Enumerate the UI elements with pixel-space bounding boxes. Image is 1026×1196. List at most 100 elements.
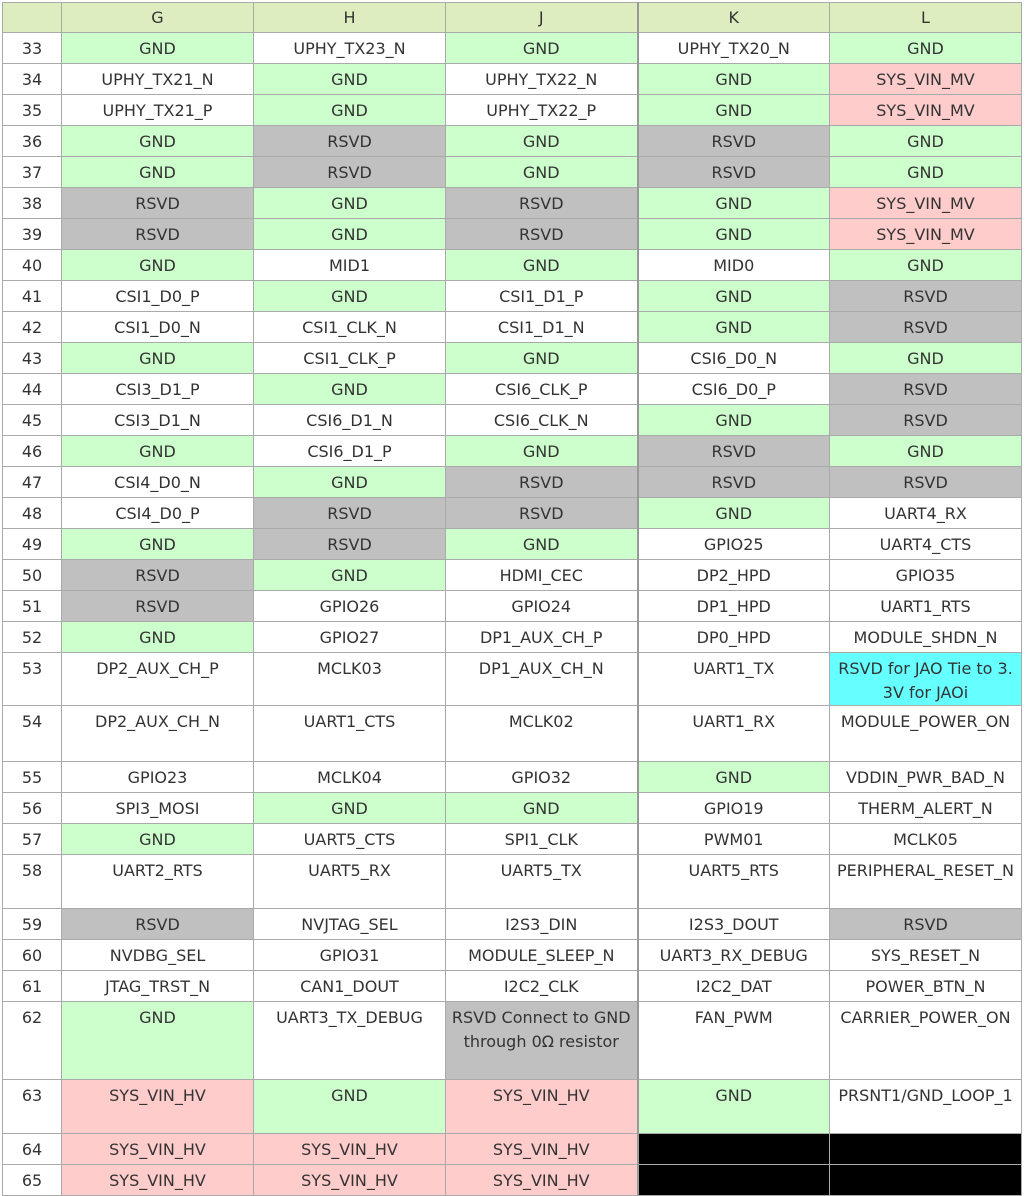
pin-cell: RSVD <box>829 373 1022 405</box>
pin-cell: RSVD <box>636 466 830 498</box>
pin-cell: JTAG_TRST_N <box>61 970 254 1002</box>
pin-cell: MCLK05 <box>829 823 1022 855</box>
row-number: 34 <box>2 63 62 95</box>
pin-cell: RSVD for JAO Tie to 3.3V for JAOi <box>829 652 1022 706</box>
pin-cell: UPHY_TX23_N <box>253 32 446 64</box>
pin-cell: GND <box>445 125 638 157</box>
pin-cell <box>636 1164 830 1196</box>
table-row: 53 DP2_AUX_CH_P MCLK03 DP1_AUX_CH_N UART1_TX… <box>2 652 1022 706</box>
pin-cell: CSI1_D1_N <box>445 311 638 343</box>
table-row: 65 SYS_VIN_HV SYS_VIN_HV SYS_VIN_HV <box>2 1164 1022 1196</box>
row-number: 56 <box>2 792 62 824</box>
pin-cell: GND <box>829 156 1022 188</box>
pin-cell: SYS_VIN_HV <box>445 1164 638 1196</box>
table-row: 43 GND CSI1_CLK_P GND CSI6_D0_N GND <box>2 342 1022 374</box>
table-row: 62 GND UART3_TX_DEBUG RSVD Connect to GND t… <box>2 1001 1022 1080</box>
pin-cell: GND <box>636 187 830 219</box>
pin-cell <box>636 1133 830 1165</box>
row-number: 36 <box>2 125 62 157</box>
pin-cell: GND <box>636 761 830 793</box>
pin-cell: RSVD <box>253 528 446 560</box>
table-row: 36 GND RSVD GND RSVD GND <box>2 125 1022 157</box>
pin-cell: RSVD <box>61 590 254 622</box>
pin-cell: GND <box>61 125 254 157</box>
row-number: 51 <box>2 590 62 622</box>
pin-cell: RSVD <box>829 466 1022 498</box>
pin-cell: GND <box>61 156 254 188</box>
pin-cell: CSI6_CLK_N <box>445 404 638 436</box>
table-row: 60 NVDBG_SEL GPIO31 MODULE_SLEEP_N UART3_RX_… <box>2 939 1022 971</box>
pin-cell: RSVD <box>445 497 638 529</box>
pin-cell: RSVD <box>61 908 254 940</box>
row-number: 64 <box>2 1133 62 1165</box>
row-number: 38 <box>2 187 62 219</box>
pin-cell: RSVD <box>253 156 446 188</box>
pin-cell: GND <box>445 156 638 188</box>
pin-cell: RSVD <box>636 156 830 188</box>
table-row: 40 GND MID1 GND MID0 GND <box>2 249 1022 281</box>
table-row: 47 CSI4_D0_N GND RSVD RSVD RSVD <box>2 466 1022 498</box>
pin-cell: GND <box>636 94 830 126</box>
pin-cell: POWER_BTN_N <box>829 970 1022 1002</box>
pin-cell: GND <box>253 792 446 824</box>
pin-cell: GND <box>829 435 1022 467</box>
pin-cell: GND <box>636 497 830 529</box>
pin-cell: GND <box>253 559 446 591</box>
pin-cell: GND <box>253 280 446 312</box>
pin-cell: RSVD <box>253 497 446 529</box>
row-number: 60 <box>2 939 62 971</box>
pin-cell: CSI6_D1_N <box>253 404 446 436</box>
pin-cell: GPIO24 <box>445 590 638 622</box>
table-row: 38 RSVD GND RSVD GND SYS_VIN_MV <box>2 187 1022 219</box>
table-row: 35 UPHY_TX21_P GND UPHY_TX22_P GND SYS_VIN_MV <box>2 94 1022 126</box>
pin-cell: SYS_VIN_MV <box>829 218 1022 250</box>
pin-cell: THERM_ALERT_N <box>829 792 1022 824</box>
table-row: 46 GND CSI6_D1_P GND RSVD GND <box>2 435 1022 467</box>
pin-cell: RSVD <box>445 218 638 250</box>
table-row: 49 GND RSVD GND GPIO25 UART4_CTS <box>2 528 1022 560</box>
pin-cell: RSVD <box>445 466 638 498</box>
row-number: 62 <box>2 1001 62 1080</box>
column-header-J: J <box>445 2 638 33</box>
pin-cell: RSVD <box>636 435 830 467</box>
pin-cell: FAN_PWM <box>636 1001 830 1080</box>
pin-cell: GND <box>61 823 254 855</box>
pin-cell: PERIPHERAL_RESET_N <box>829 854 1022 909</box>
pin-cell: SYS_VIN_HV <box>61 1164 254 1196</box>
pin-cell: GPIO23 <box>61 761 254 793</box>
row-number: 63 <box>2 1079 62 1134</box>
pin-cell: CARRIER_POWER_ON <box>829 1001 1022 1080</box>
pin-cell: RSVD <box>253 125 446 157</box>
pin-cell: UART5_CTS <box>253 823 446 855</box>
row-number: 45 <box>2 404 62 436</box>
pin-cell: GND <box>636 63 830 95</box>
pin-cell: MCLK02 <box>445 705 638 762</box>
pin-cell: GPIO19 <box>636 792 830 824</box>
pin-cell: RSVD <box>61 559 254 591</box>
table-row: 37 GND RSVD GND RSVD GND <box>2 156 1022 188</box>
pin-cell: CSI1_D0_N <box>61 311 254 343</box>
pin-cell: CSI1_CLK_P <box>253 342 446 374</box>
table-row: 59 RSVD NVJTAG_SEL I2S3_DIN I2S3_DOUT RSVD <box>2 908 1022 940</box>
pin-cell: CSI6_CLK_P <box>445 373 638 405</box>
pin-cell: CSI1_CLK_N <box>253 311 446 343</box>
pin-cell: GND <box>61 1001 254 1080</box>
pin-cell: SYS_VIN_MV <box>829 187 1022 219</box>
pin-cell: RSVD Connect to GND through 0Ω resistor <box>445 1001 638 1080</box>
pin-cell: CSI1_D1_P <box>445 280 638 312</box>
pin-cell: UART5_TX <box>445 854 638 909</box>
pin-cell: I2C2_DAT <box>636 970 830 1002</box>
pin-cell: RSVD <box>829 908 1022 940</box>
row-number: 41 <box>2 280 62 312</box>
pin-cell: UART4_RX <box>829 497 1022 529</box>
pin-cell: RSVD <box>829 404 1022 436</box>
pin-cell: MODULE_SHDN_N <box>829 621 1022 653</box>
pin-cell: GND <box>61 435 254 467</box>
pin-cell: GND <box>253 466 446 498</box>
pin-cell: UART5_RX <box>253 854 446 909</box>
pin-cell: SYS_VIN_HV <box>253 1164 446 1196</box>
column-header-row-number <box>2 2 62 33</box>
pin-cell: RSVD <box>829 311 1022 343</box>
pin-cell: DP1_AUX_CH_N <box>445 652 638 706</box>
